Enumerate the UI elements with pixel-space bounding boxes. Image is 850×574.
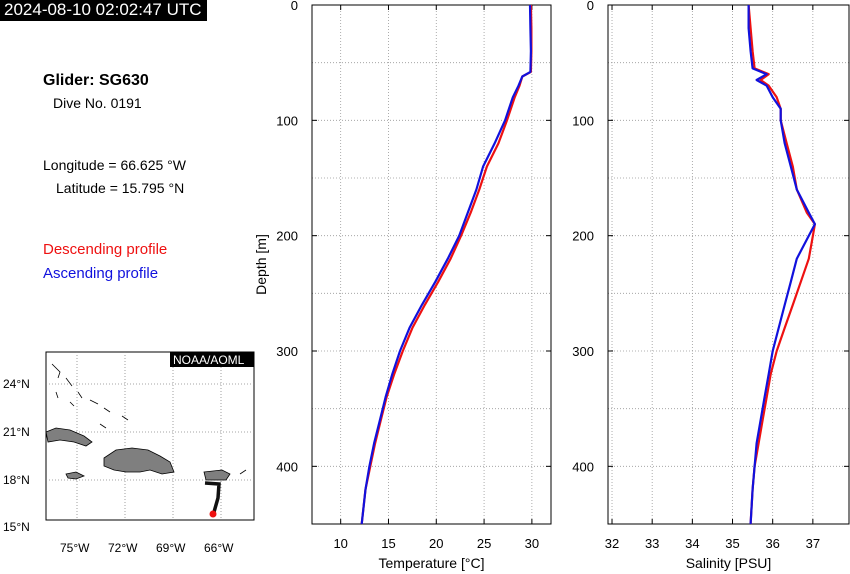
cuba-island <box>45 427 93 447</box>
ascending-profile-line <box>360 4 533 525</box>
glider-position-marker <box>209 510 217 518</box>
longitude-label: Longitude = 66.625 °W <box>43 157 186 173</box>
x-tick-label: 32 <box>605 536 619 551</box>
x-tick-label: 37 <box>806 536 820 551</box>
legend-descending: Descending profile <box>43 241 168 258</box>
x-tick-label: 25 <box>477 536 491 551</box>
y-tick-label: 0 <box>291 0 298 13</box>
y-axis-label: Depth [m] <box>253 234 269 295</box>
plot-frame <box>311 4 552 525</box>
descending-profile-line <box>747 4 817 525</box>
hispaniola-island <box>103 447 175 475</box>
dive-number: Dive No. 0191 <box>53 95 142 111</box>
x-tick-label: 10 <box>333 536 347 551</box>
map-lon-tick-66: 66°W <box>204 541 234 555</box>
x-tick-label: 33 <box>645 536 659 551</box>
map-lon-tick-72: 72°W <box>108 541 138 555</box>
y-tick-label: 100 <box>572 113 594 128</box>
x-tick-label: 36 <box>765 536 779 551</box>
x-tick-label: 34 <box>685 536 699 551</box>
glider-name: Glider: SG630 <box>43 72 149 89</box>
map-lon-tick-75: 75°W <box>60 541 90 555</box>
latitude-label: Latitude = 15.795 °N <box>56 180 185 196</box>
x-tick-label: 15 <box>381 536 395 551</box>
bahamas-islands <box>51 363 247 475</box>
map-frame <box>45 351 255 521</box>
x-axis-label: Salinity [PSU] <box>686 555 772 571</box>
x-tick-label: 30 <box>525 536 539 551</box>
x-axis-label: Temperature [°C] <box>379 555 485 571</box>
map-lat-tick-24: 24°N <box>3 377 30 391</box>
descending-profile-line <box>360 4 533 525</box>
y-tick-label: 200 <box>276 229 298 244</box>
map-lat-tick-21: 21°N <box>3 425 30 439</box>
ascending-profile-line <box>747 5 817 525</box>
map-badge: NOAA/AOML <box>173 353 245 367</box>
y-tick-label: 300 <box>276 344 298 359</box>
glider-track <box>204 481 221 513</box>
y-tick-label: 100 <box>276 113 298 128</box>
map-lat-tick-15: 15°N <box>3 520 30 534</box>
y-tick-label: 300 <box>572 344 594 359</box>
puerto-rico-island <box>203 469 231 481</box>
x-tick-label: 35 <box>725 536 739 551</box>
plot-frame <box>607 4 850 525</box>
jamaica-island <box>65 471 85 480</box>
y-tick-label: 400 <box>572 459 594 474</box>
map-lat-tick-18: 18°N <box>3 473 30 487</box>
timestamp: 2024-08-10 02:02:47 UTC <box>0 0 207 21</box>
y-tick-label: 200 <box>572 229 594 244</box>
map-lon-tick-69: 69°W <box>156 541 186 555</box>
x-tick-label: 20 <box>429 536 443 551</box>
y-tick-label: 0 <box>587 0 594 13</box>
salinity-chart: 32 33 34 35 36 37 0 100 200 300 400 Salinity [PSU] <box>572 0 850 571</box>
legend-ascending: Ascending profile <box>43 265 159 282</box>
y-tick-label: 400 <box>276 459 298 474</box>
